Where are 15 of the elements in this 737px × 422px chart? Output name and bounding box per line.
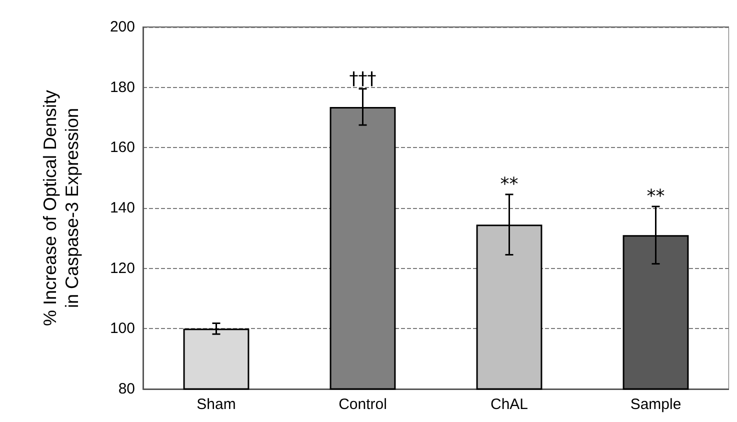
y-tick-label: 80 bbox=[118, 380, 135, 398]
annotation: ** bbox=[646, 186, 665, 207]
x-tick-label: ChAL bbox=[490, 396, 528, 413]
y-tick-label: 200 bbox=[110, 18, 135, 36]
annotation: ** bbox=[500, 174, 518, 195]
y-axis-title: % Increase of Optical Density in Caspase-3 Expression bbox=[40, 90, 82, 326]
y-tick-label: 140 bbox=[110, 200, 135, 216]
y-tick-label: 180 bbox=[110, 78, 135, 96]
y-tick-label: 160 bbox=[110, 139, 135, 156]
x-tick-label: Sham bbox=[196, 396, 236, 413]
y-tick-label: 120 bbox=[110, 260, 135, 277]
y-tick-label: 100 bbox=[110, 320, 135, 338]
annotation: ††† bbox=[349, 68, 376, 90]
x-tick-label: Control bbox=[338, 396, 387, 413]
x-tick-label: Sample bbox=[630, 396, 682, 413]
